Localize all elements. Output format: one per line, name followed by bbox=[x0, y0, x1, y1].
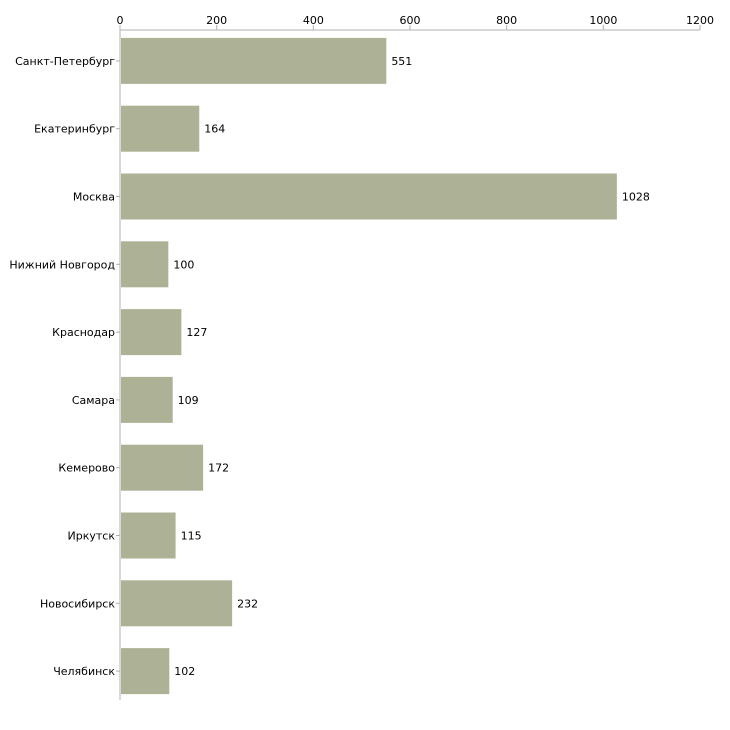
value-labels: 551 164 1028 100 127 109 172 115 232 102 bbox=[173, 55, 650, 678]
bar bbox=[121, 309, 182, 356]
x-tick-label: 600 bbox=[400, 14, 421, 27]
value-label: 1028 bbox=[622, 191, 650, 204]
value-label: 109 bbox=[178, 394, 199, 407]
bar bbox=[121, 173, 617, 220]
bars bbox=[121, 37, 617, 695]
tick-labels: 0 200 400 600 800 1000 1200 bbox=[117, 14, 715, 27]
value-label: 164 bbox=[204, 123, 225, 136]
category-label: Кемерово bbox=[58, 462, 115, 475]
category-label: Москва bbox=[73, 191, 115, 204]
category-label: Нижний Новгород bbox=[9, 258, 115, 271]
value-label: 172 bbox=[208, 462, 229, 475]
x-tick-label: 1200 bbox=[686, 14, 714, 27]
bar bbox=[121, 648, 170, 695]
bar bbox=[121, 37, 387, 84]
bar bbox=[121, 105, 200, 152]
bar bbox=[121, 376, 173, 423]
category-label: Челябинск bbox=[53, 665, 115, 678]
category-label: Екатеринбург bbox=[34, 123, 115, 136]
value-label: 115 bbox=[181, 530, 202, 543]
axes bbox=[116, 25, 701, 700]
value-label: 100 bbox=[173, 258, 194, 271]
bar bbox=[121, 241, 169, 288]
value-label: 102 bbox=[174, 665, 195, 678]
category-label: Иркутск bbox=[68, 530, 116, 543]
category-label: Новосибирск bbox=[40, 597, 115, 610]
x-tick-label: 200 bbox=[206, 14, 227, 27]
x-tick-label: 400 bbox=[303, 14, 324, 27]
x-tick-label: 0 bbox=[117, 14, 124, 27]
value-label: 551 bbox=[391, 55, 412, 68]
category-label: Краснодар bbox=[52, 326, 115, 339]
category-label: Санкт-Петербург bbox=[15, 55, 115, 68]
x-tick-label: 1000 bbox=[589, 14, 617, 27]
value-label: 127 bbox=[186, 326, 207, 339]
value-label: 232 bbox=[237, 597, 258, 610]
bar bbox=[121, 580, 233, 627]
x-tick-label: 800 bbox=[496, 14, 517, 27]
bar bbox=[121, 512, 176, 559]
bar bbox=[121, 444, 204, 491]
category-labels: Санкт-Петербург Екатеринбург Москва Нижний … bbox=[9, 55, 115, 678]
category-label: Самара bbox=[72, 394, 115, 407]
